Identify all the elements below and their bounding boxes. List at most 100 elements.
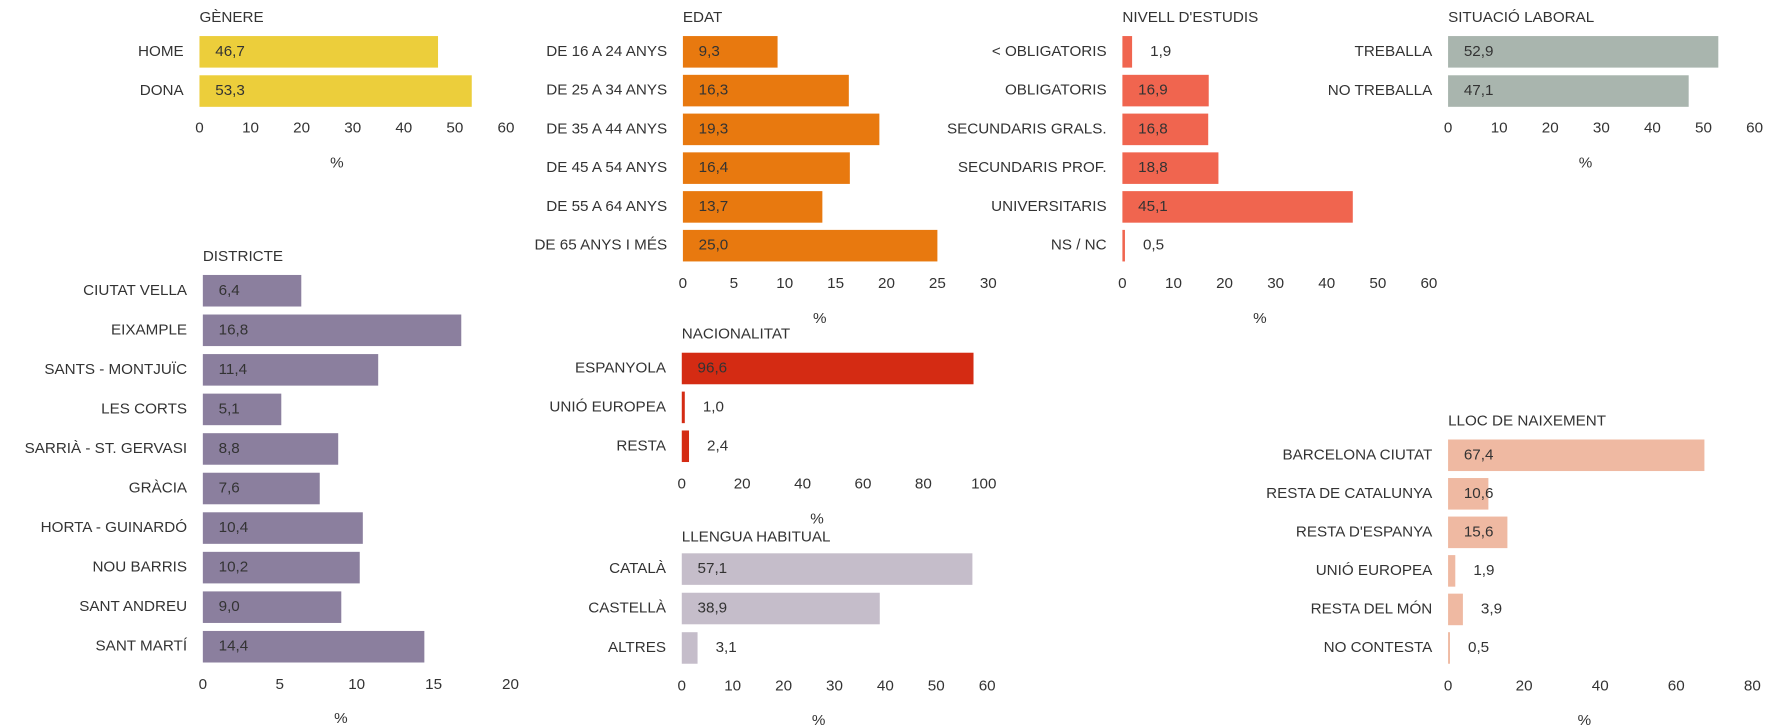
x-tick-label: 100 [971, 476, 996, 493]
x-tick-label: 60 [498, 119, 515, 136]
x-tick-label: 15 [827, 275, 844, 292]
x-tick-label: 20 [775, 677, 792, 694]
panel-title: LLENGUA HABITUAL [682, 529, 831, 546]
x-tick-label: 10 [776, 275, 793, 292]
bar [682, 113, 880, 146]
value-label: 15,6 [1464, 523, 1494, 540]
bar [1448, 75, 1689, 107]
x-tick-label: 5 [276, 676, 284, 693]
category-label: CATALÀ [609, 560, 667, 577]
value-label: 9,3 [699, 43, 720, 60]
bar [202, 354, 379, 386]
category-label: DE 65 ANYS I MÉS [534, 237, 667, 254]
x-tick-label: 60 [1420, 275, 1437, 292]
x-tick-label: 80 [1744, 677, 1761, 694]
value-label: 10,4 [219, 519, 249, 536]
value-label: 53,3 [215, 82, 245, 99]
panel-title: GÈNERE [199, 9, 263, 26]
category-label: SECUNDARIS GRALS. [947, 120, 1107, 137]
panel-title: NIVELL D'ESTUDIS [1122, 9, 1258, 26]
bar [681, 632, 698, 664]
value-label: 5,1 [219, 400, 240, 417]
x-tick-label: 20 [502, 676, 519, 693]
bar [681, 430, 690, 463]
x-tick-label: 20 [293, 119, 310, 136]
bar [682, 152, 850, 184]
bar [682, 229, 938, 262]
x-tick-label: 40 [1318, 275, 1335, 292]
panel-title: EDAT [683, 9, 722, 26]
bar [202, 472, 320, 505]
value-label: 7,6 [219, 480, 240, 497]
x-tick-label: 50 [1695, 119, 1712, 136]
category-label: DE 25 A 34 ANYS [546, 82, 667, 99]
bar [1122, 229, 1125, 262]
bar [681, 553, 973, 585]
category-label: ESPANYOLA [575, 360, 667, 377]
category-label: SECUNDARIS PROF. [958, 159, 1107, 176]
panel-title: DISTRICTE [203, 248, 283, 265]
category-label: CASTELLÀ [588, 600, 667, 617]
x-tick-label: 20 [1216, 275, 1233, 292]
bar [199, 75, 472, 107]
category-label: RESTA [616, 437, 666, 454]
panel-title: SITUACIÓ LABORAL [1448, 9, 1594, 26]
x-tick-label: 30 [344, 119, 361, 136]
category-label: SARRIÀ - ST. GERVASI [25, 440, 188, 457]
x-tick-label: 30 [1593, 119, 1610, 136]
x-tick-label: 40 [877, 677, 894, 694]
x-axis-label: % [1578, 712, 1592, 727]
category-label: DE 35 A 44 ANYS [546, 120, 667, 137]
x-axis-label: % [810, 511, 824, 528]
value-label: 57,1 [698, 560, 728, 577]
x-tick-label: 0 [1444, 119, 1452, 136]
value-label: 1,0 [703, 398, 724, 415]
x-tick-label: 10 [1165, 275, 1182, 292]
x-tick-label: 10 [724, 677, 741, 694]
value-label: 8,8 [219, 440, 240, 457]
bar [682, 36, 778, 68]
value-label: 6,4 [219, 282, 241, 299]
category-label: BARCELONA CIUTAT [1282, 446, 1432, 463]
category-label: GRÀCIA [129, 480, 188, 497]
category-label: ALTRES [608, 639, 666, 656]
value-label: 16,4 [699, 159, 729, 176]
value-label: 9,0 [219, 598, 240, 615]
bar [681, 352, 974, 385]
value-label: 3,9 [1481, 600, 1502, 617]
bar [1448, 36, 1719, 68]
x-tick-label: 40 [1644, 119, 1661, 136]
value-label: 47,1 [1464, 82, 1494, 99]
value-label: 96,6 [698, 360, 728, 377]
category-label: DE 45 A 54 ANYS [546, 159, 667, 176]
x-tick-label: 0 [679, 275, 687, 292]
category-label: HORTA - GUINARDÓ [41, 519, 188, 536]
value-label: 3,1 [716, 639, 737, 656]
category-label: < OBLIGATORIS [992, 43, 1107, 60]
x-tick-label: 60 [1668, 677, 1685, 694]
value-label: 18,8 [1138, 159, 1168, 176]
bar [202, 630, 425, 663]
bar [1122, 36, 1133, 68]
bar [202, 551, 360, 584]
category-label: RESTA DE CATALUNYA [1266, 485, 1433, 502]
value-label: 14,4 [219, 638, 249, 655]
bar [202, 433, 339, 465]
x-tick-label: 0 [195, 119, 203, 136]
category-label: SANT ANDREU [79, 598, 187, 615]
value-label: 52,9 [1464, 43, 1494, 60]
category-label: EIXAMPLE [111, 321, 187, 338]
x-tick-label: 25 [929, 275, 946, 292]
category-label: NOU BARRIS [92, 559, 187, 576]
x-tick-label: 50 [928, 677, 945, 694]
category-label: RESTA D'ESPANYA [1296, 523, 1433, 540]
value-label: 10,2 [219, 559, 249, 576]
x-tick-label: 10 [1491, 119, 1508, 136]
x-axis-label: % [812, 712, 826, 727]
category-label: NO CONTESTA [1324, 639, 1434, 656]
value-label: 45,1 [1138, 198, 1168, 215]
x-tick-label: 60 [855, 476, 872, 493]
bar [682, 191, 823, 223]
category-label: NS / NC [1051, 237, 1107, 254]
